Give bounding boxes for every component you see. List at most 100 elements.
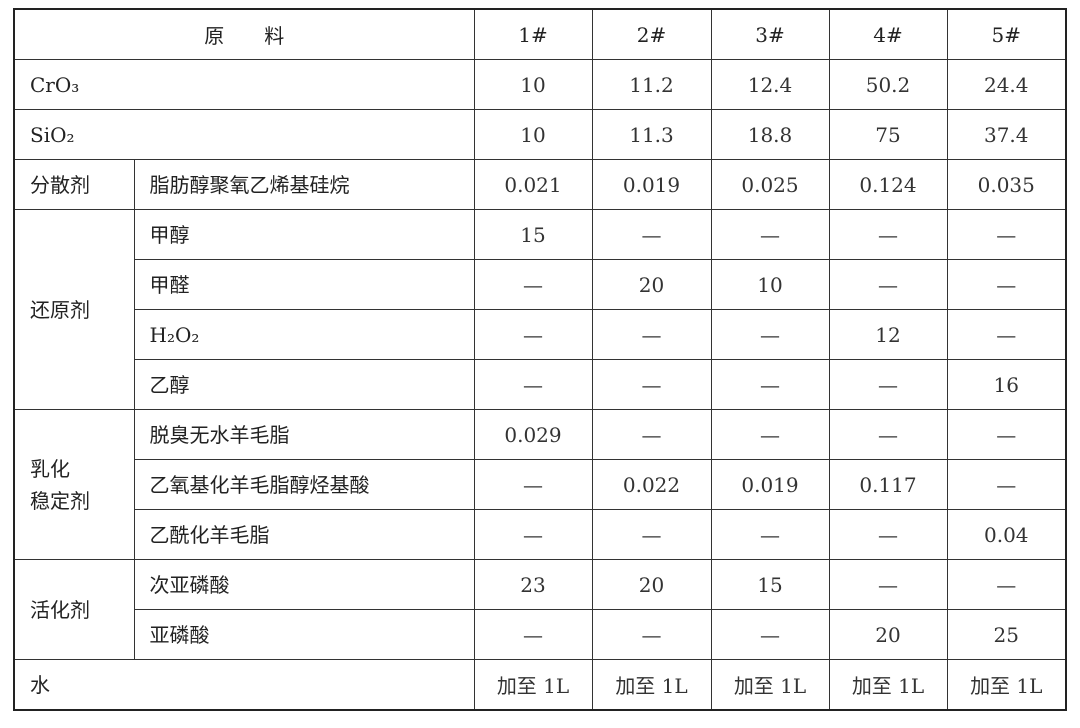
category-label: 分散剂	[13, 159, 135, 210]
value-cell-sample-2: 0.022	[591, 459, 712, 510]
table-row: 亚磷酸 — — —20 25	[14, 609, 1067, 660]
value-cell-sample-1: 23	[473, 559, 593, 610]
material-name: 甲醛	[133, 259, 475, 310]
header-sample-2: 2#	[591, 8, 712, 60]
value-cell-sample-5: 24.4	[946, 59, 1067, 110]
header-sample-3: 3#	[710, 8, 830, 60]
material-name: 乙醇	[133, 359, 475, 410]
value-cell-sample-3: —	[710, 359, 830, 410]
value-cell-sample-1: 0.021	[473, 159, 593, 210]
value-cell-sample-2: 0.019	[591, 159, 712, 210]
value-cell-sample-1: 10	[473, 109, 593, 160]
value-cell-sample-5: —	[946, 459, 1067, 510]
table-row: 甲醛 —20 10— —	[14, 259, 1067, 310]
value-cell-sample-3: 0.019	[710, 459, 830, 510]
value-cell-sample-1: 加至 1L	[473, 659, 593, 711]
value-cell-sample-2: —	[591, 209, 712, 260]
value-cell-sample-1: —	[473, 609, 593, 660]
value-cell-sample-4: —	[828, 509, 948, 560]
category-label: 还原剂	[13, 209, 135, 410]
value-cell-sample-4: 50.2	[828, 59, 948, 110]
value-cell-sample-3: —	[710, 309, 830, 360]
value-cell-sample-3: 15	[710, 559, 830, 610]
table-row: 乙氧基化羊毛脂醇烃基酸 —0.022 0.019 0.117—	[14, 459, 1067, 510]
value-cell-sample-3: —	[710, 409, 830, 460]
table-row: SiO₂ 10 11.3 18.8 75 37.4	[13, 109, 1067, 160]
material-name: 亚磷酸	[133, 609, 475, 660]
material-label: SiO₂	[13, 109, 475, 160]
value-cell-sample-5: —	[946, 259, 1067, 310]
value-cell-sample-5: 37.4	[946, 109, 1067, 160]
value-cell-sample-3: 加至 1L	[710, 659, 830, 711]
header-sample-1: 1#	[473, 8, 593, 60]
value-cell-sample-4: 20	[828, 609, 948, 660]
value-cell-sample-1: —	[473, 359, 593, 410]
category-label: 乳化 稳定剂	[13, 409, 135, 560]
value-cell-sample-3: —	[710, 609, 830, 660]
value-cell-sample-1: 0.029	[473, 409, 593, 460]
value-cell-sample-5: 16	[946, 359, 1067, 410]
value-cell-sample-1: —	[473, 259, 593, 310]
value-cell-sample-2: —	[591, 309, 712, 360]
table-row: 分散剂 脂肪醇聚氧乙烯基硅烷 0.021 0.019 0.025 0.124 0.035	[13, 159, 1067, 210]
value-cell-sample-5: 加至 1L	[946, 659, 1067, 711]
material-name: 甲醇	[133, 209, 475, 260]
header-sample-5: 5#	[946, 8, 1067, 60]
material-name: 脱臭无水羊毛脂	[133, 409, 475, 460]
value-cell-sample-2: 20	[591, 259, 712, 310]
value-cell-sample-5: 25	[946, 609, 1067, 660]
formulation-table: 原 料 1# 2# 3# 4# 5# CrO₃ 10 11.2 12.4 50.2 24.…	[13, 8, 1067, 711]
table-row: 乙醇 — — — —16	[14, 359, 1067, 410]
header-raw-materials: 原 料	[13, 8, 475, 60]
table-row: 乳化 稳定剂 脱臭无水羊毛脂 0.029— — — —	[13, 409, 1067, 560]
material-name: 次亚磷酸	[133, 559, 475, 610]
value-cell-sample-3: 10	[710, 259, 830, 310]
material-name: 脂肪醇聚氧乙烯基硅烷	[133, 159, 475, 210]
value-cell-sample-3: 12.4	[710, 59, 830, 110]
value-cell-sample-2: —	[591, 509, 712, 560]
value-cell-sample-2: 加至 1L	[591, 659, 712, 711]
value-cell-sample-2: —	[591, 359, 712, 410]
header-sample-4: 4#	[828, 8, 948, 60]
value-cell-sample-4: —	[828, 359, 948, 410]
value-cell-sample-5: 0.04	[946, 509, 1067, 560]
table-row: CrO₃ 10 11.2 12.4 50.2 24.4	[13, 59, 1067, 110]
value-cell-sample-5: —	[946, 209, 1067, 260]
material-name: H₂O₂	[133, 309, 475, 360]
table-row: 活化剂 次亚磷酸 23 20 15— —	[13, 559, 1067, 660]
value-cell-sample-5: —	[946, 559, 1067, 610]
value-cell-sample-3: 0.025	[710, 159, 830, 210]
value-cell-sample-4: 0.117	[828, 459, 948, 510]
header-row: 原 料 1# 2# 3# 4# 5#	[13, 8, 1067, 60]
value-cell-sample-1: —	[473, 309, 593, 360]
value-cell-sample-1: 10	[473, 59, 593, 110]
value-cell-sample-4: —	[828, 409, 948, 460]
value-cell-sample-4: 12	[828, 309, 948, 360]
value-cell-sample-5: —	[946, 309, 1067, 360]
table-row: 乙酰化羊毛脂 — — — —0.04	[14, 509, 1067, 560]
material-label: 水	[13, 659, 475, 711]
table-row: 水加至 1L 加至 1L 加至 1L 加至 1L 加至 1L	[13, 659, 1067, 711]
material-name: 乙酰化羊毛脂	[133, 509, 475, 560]
value-cell-sample-1: 15	[473, 209, 593, 260]
material-name: 乙氧基化羊毛脂醇烃基酸	[133, 459, 475, 510]
value-cell-sample-3: —	[710, 209, 830, 260]
value-cell-sample-2: 11.2	[591, 59, 712, 110]
value-cell-sample-2: —	[591, 609, 712, 660]
value-cell-sample-1: —	[473, 459, 593, 510]
value-cell-sample-4: 加至 1L	[828, 659, 948, 711]
value-cell-sample-5: —	[946, 409, 1067, 460]
table-row: H₂O₂ — — —12—	[14, 309, 1067, 360]
value-cell-sample-5: 0.035	[946, 159, 1067, 210]
value-cell-sample-3: 18.8	[710, 109, 830, 160]
value-cell-sample-4: —	[828, 559, 948, 610]
value-cell-sample-4: 0.124	[828, 159, 948, 210]
value-cell-sample-2: 11.3	[591, 109, 712, 160]
table-row: 还原剂 甲醇 15— — — —	[13, 209, 1067, 410]
value-cell-sample-2: —	[591, 409, 712, 460]
value-cell-sample-4: —	[828, 259, 948, 310]
value-cell-sample-3: —	[710, 509, 830, 560]
value-cell-sample-1: —	[473, 509, 593, 560]
value-cell-sample-4: —	[828, 209, 948, 260]
category-label: 活化剂	[13, 559, 135, 660]
